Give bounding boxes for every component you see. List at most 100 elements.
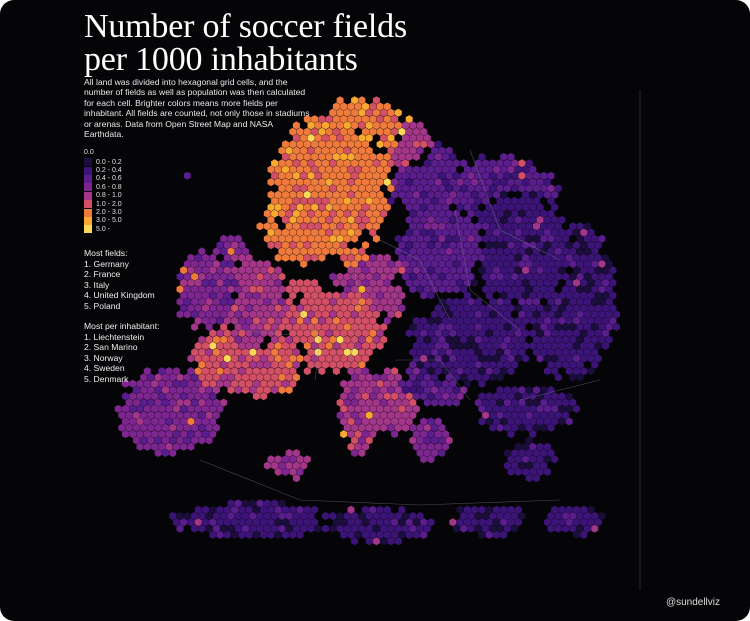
hex-cell	[500, 392, 508, 401]
hex-cell	[569, 260, 577, 268]
hex-cell	[351, 260, 359, 268]
hex-cell	[376, 215, 384, 224]
hex-cell	[453, 159, 460, 168]
hex-cell	[420, 178, 428, 187]
hex-cell	[383, 367, 391, 376]
hex-cell	[238, 241, 246, 250]
hex-cell	[220, 398, 228, 407]
hex-cell	[238, 341, 246, 350]
hex-cell	[467, 184, 475, 193]
hex-cell	[391, 291, 399, 300]
hex-cell	[463, 253, 471, 262]
hex-cell	[573, 404, 580, 413]
hex-cell	[383, 102, 391, 111]
hex-cell	[540, 348, 548, 357]
hex-cell	[234, 272, 242, 281]
hex-cell	[278, 297, 286, 306]
hex-cell	[362, 178, 369, 187]
hex-cell	[558, 392, 566, 401]
hex-cell	[416, 373, 424, 382]
hex-cell	[365, 423, 373, 432]
hex-cell	[362, 102, 369, 111]
hex-cell	[580, 530, 588, 539]
hex-cell	[587, 253, 595, 262]
hex-cell	[474, 234, 482, 243]
hex-cell	[234, 247, 242, 256]
hex-cell	[514, 518, 522, 527]
hex-cell	[274, 190, 282, 199]
hex-cell	[543, 367, 551, 376]
hex-cell	[463, 379, 471, 388]
hex-cell	[263, 373, 271, 382]
hex-cell	[289, 329, 297, 338]
hex-cell	[311, 304, 319, 313]
hex-cell	[453, 234, 460, 243]
hex-cell	[263, 461, 271, 470]
hex-cell	[449, 392, 457, 401]
hex-cell	[202, 304, 209, 313]
hex-cell	[347, 228, 355, 237]
hex-cells	[114, 96, 620, 546]
hex-cell	[376, 266, 384, 275]
hex-cell	[271, 234, 279, 243]
hex-cell	[485, 278, 493, 287]
hex-cell	[463, 505, 471, 514]
hex-cell	[583, 524, 591, 533]
hex-cell	[307, 121, 315, 130]
hex-cell	[420, 329, 428, 338]
hex-cell	[423, 449, 431, 457]
hex-cell	[234, 310, 242, 319]
hex-cell	[147, 398, 155, 407]
hex-cell	[162, 436, 169, 445]
hex-cell	[256, 222, 264, 231]
hex-cell	[351, 449, 359, 457]
hex-cell	[289, 467, 297, 476]
hex-cell	[202, 253, 209, 262]
hex-cell	[434, 266, 442, 275]
hex-cell	[471, 253, 479, 262]
hex-cell	[591, 285, 599, 294]
hex-cell	[587, 316, 595, 325]
hex-cell	[543, 455, 551, 464]
hex-cell	[467, 260, 475, 268]
hex-cell	[485, 417, 493, 426]
hex-cell	[398, 392, 406, 401]
hex-cell	[140, 398, 148, 407]
hex-cell	[460, 335, 468, 344]
hex-cell	[267, 505, 275, 514]
hex-cell	[372, 512, 380, 520]
hex-cell	[423, 209, 431, 218]
hex-cell	[347, 178, 355, 187]
hex-cell	[482, 398, 489, 407]
hex-cell	[529, 329, 537, 338]
hex-cell	[358, 360, 366, 369]
hex-cell	[122, 417, 129, 426]
hex-cell	[431, 373, 439, 382]
hex-cell	[191, 323, 199, 331]
hex-cell	[205, 524, 213, 533]
hex-cell	[336, 184, 344, 193]
hex-cell	[202, 518, 209, 527]
hex-cell	[147, 386, 155, 394]
hex-cell	[183, 411, 191, 420]
hex-cell	[358, 121, 366, 130]
hex-cell	[522, 455, 530, 464]
hex-cell	[227, 373, 235, 382]
hex-cell	[431, 159, 439, 168]
hex-cell	[209, 316, 217, 325]
hex-cell	[543, 404, 551, 413]
hex-cell	[540, 461, 548, 470]
hex-cell	[449, 178, 457, 187]
hex-cell	[573, 241, 580, 250]
hex-cell	[292, 335, 300, 344]
hex-cell	[376, 392, 384, 401]
hex-cell	[267, 367, 275, 376]
hex-cell	[369, 115, 377, 124]
hex-cell	[285, 310, 293, 319]
hex-cell	[274, 304, 282, 313]
hex-cell	[191, 348, 199, 357]
hex-cell	[405, 518, 413, 527]
hex-cell	[322, 222, 329, 231]
hex-cell	[343, 335, 351, 344]
hex-cell	[576, 348, 584, 357]
